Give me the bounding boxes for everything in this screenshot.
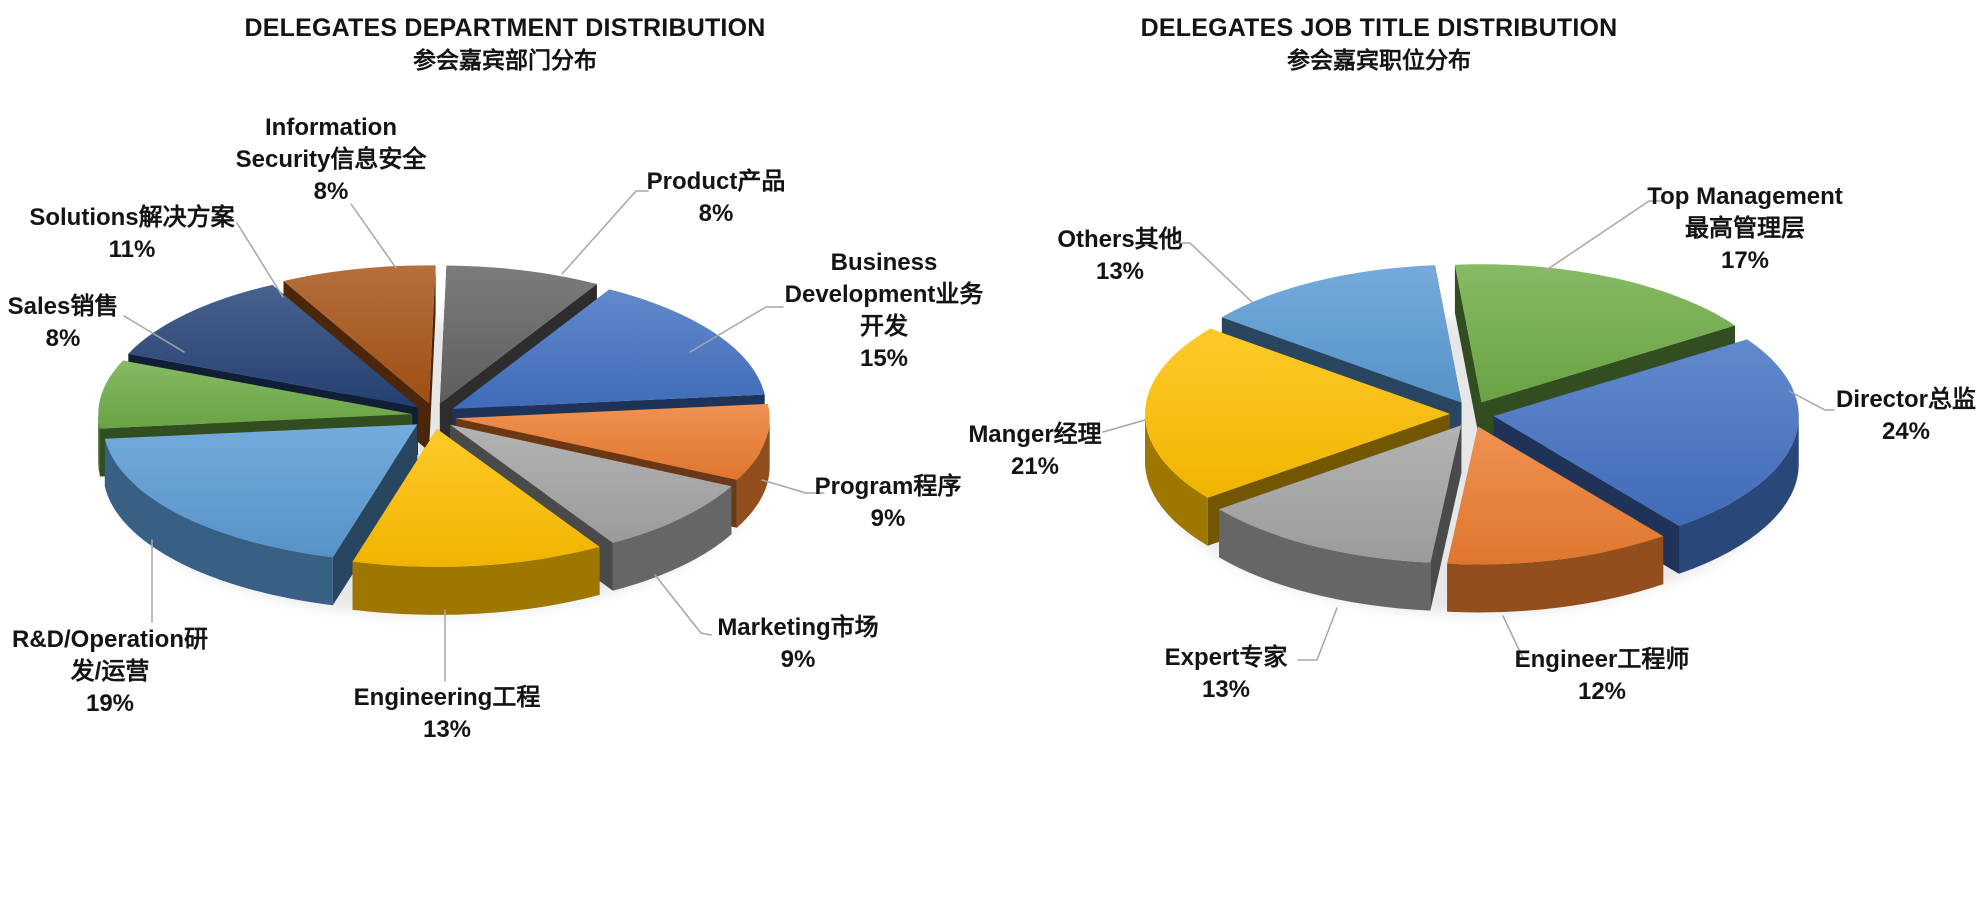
slice-label-r-d-operation: R&D/Operation研 发/运营 19% [0, 624, 290, 720]
slice-label-line: 12% [1577, 678, 1627, 705]
leader-line-information-security [350, 203, 397, 269]
slice-label-director: Director总监 24% [1726, 384, 1988, 448]
slice-label-line: 13% [1095, 258, 1145, 285]
leader-line-solutions [236, 222, 284, 298]
slice-label-line: Marketing市场 [717, 614, 879, 641]
pie-slice-manger [1145, 328, 1450, 498]
left-chart-title-zh: 参会嘉宾部门分布 [413, 47, 597, 73]
pie-slice-expert [1219, 425, 1462, 563]
pie-slice-director [1493, 339, 1799, 526]
leader-line-program [761, 479, 825, 494]
slice-label-line: Sales销售 [7, 293, 119, 320]
slice-label-line: Director总监 [1835, 386, 1977, 413]
pie-slice-r-d-operation [104, 424, 418, 558]
leader-line-sales [123, 315, 185, 353]
right-chart-title: DELEGATES JOB TITLE DISTRIBUTION 参会嘉宾职位分… [979, 12, 1779, 76]
pie-slice-outer-wall [1219, 509, 1431, 611]
leader-line-marketing [654, 574, 712, 636]
right-chart-title-zh: 参会嘉宾职位分布 [1287, 47, 1471, 73]
pie-slice-outer-wall [1679, 416, 1799, 574]
pie-slice-radial-wall [1454, 264, 1482, 451]
slice-label-line: Information [265, 114, 397, 141]
slice-label-information-security: Information Security信息安全 8% [151, 112, 511, 208]
pie-slice-top-management [1454, 264, 1735, 403]
slice-label-line: Engineering工程 [353, 684, 541, 711]
right-chart-title-en: DELEGATES JOB TITLE DISTRIBUTION [1140, 14, 1618, 42]
slice-label-line: Manger经理 [968, 421, 1102, 448]
slice-label-line: 19% [85, 690, 135, 717]
slice-label-line: 11% [108, 236, 156, 263]
slice-label-line: 21% [1010, 453, 1060, 480]
slice-label-line: 9% [780, 646, 816, 673]
leader-line-business-development [689, 306, 784, 353]
slice-label-top-management: Top Management 最高管理层 17% [1565, 181, 1925, 277]
slice-label-line: Development业务 [784, 281, 984, 308]
pie-slice-product [439, 265, 597, 404]
slice-label-line: Security信息安全 [235, 146, 427, 173]
pie-slice-sales [98, 360, 413, 429]
slice-label-line: 8% [698, 200, 734, 227]
slice-label-line: 发/运营 [70, 658, 150, 685]
slice-label-program: Program程序 9% [708, 471, 1068, 535]
pie-slice-information-security [283, 265, 436, 404]
slice-label-line: Top Management [1647, 183, 1843, 210]
leader-line-top-management [1541, 200, 1663, 274]
slice-label-expert: Expert专家 13% [1046, 642, 1406, 706]
slice-label-marketing: Marketing市场 9% [618, 612, 978, 676]
leader-line-others [1175, 242, 1253, 303]
slice-label-product: Product产品 8% [536, 166, 896, 230]
left-chart-title: DELEGATES DEPARTMENT DISTRIBUTION 参会嘉宾部门… [105, 12, 905, 76]
slice-label-line: 13% [1201, 676, 1251, 703]
slice-label-line: Others其他 [1057, 226, 1183, 253]
slice-label-solutions: Solutions解决方案 11% [0, 202, 312, 266]
slice-label-engineering: Engineering工程 13% [267, 682, 627, 746]
slice-label-line: 最高管理层 [1685, 215, 1805, 242]
leader-line-manger [1102, 419, 1146, 433]
pie-slice-engineering [352, 428, 600, 567]
slice-label-line: Expert专家 [1164, 644, 1288, 671]
leader-line-engineer [1502, 615, 1530, 659]
slice-label-line: 8% [313, 178, 349, 205]
pie-slice-program [455, 403, 770, 480]
slice-label-line: Solutions解决方案 [29, 204, 235, 231]
slice-label-line: 13% [422, 716, 472, 743]
slice-label-line: 17% [1720, 247, 1770, 274]
slice-label-business-development: Business Development业务 开发 15% [704, 247, 1064, 375]
slice-label-line: Program程序 [814, 473, 962, 500]
pie-slice-outer-wall [352, 546, 600, 615]
slice-label-line: Engineer工程师 [1514, 646, 1690, 673]
slice-label-manger: Manger经理 21% [855, 419, 1215, 483]
pie-slice-outer-wall [1447, 536, 1664, 613]
slice-label-engineer: Engineer工程师 12% [1422, 644, 1782, 708]
leader-line-product [561, 190, 649, 275]
pie-slice-outer-wall [1145, 413, 1208, 546]
pie-slice-outer-wall [98, 414, 100, 477]
pie-slice-others [1221, 265, 1462, 403]
leader-line-expert [1297, 607, 1338, 661]
slice-label-line: 开发 [860, 313, 908, 340]
slice-label-line: 15% [859, 345, 909, 372]
pie-slice-radial-wall [429, 265, 436, 452]
slice-label-line: 24% [1881, 418, 1931, 445]
slice-label-line: 9% [870, 505, 906, 532]
left-chart-title-en: DELEGATES DEPARTMENT DISTRIBUTION [244, 14, 766, 42]
slice-label-line: 8% [45, 325, 81, 352]
pie-slice-marketing [450, 424, 732, 543]
pie-slice-outer-wall [104, 438, 333, 606]
pie-slice-business-development [452, 289, 765, 409]
pie-slice-outer-wall [612, 486, 732, 591]
slice-label-line: Business [830, 249, 938, 276]
slice-label-sales: Sales销售 8% [0, 291, 243, 355]
slice-label-others: Others其他 13% [940, 224, 1300, 288]
slice-label-line: R&D/Operation研 [11, 626, 208, 653]
pie-slice-outer-wall [736, 418, 770, 528]
slice-label-line: Product产品 [646, 168, 786, 195]
pie-slice-engineer [1447, 426, 1664, 565]
leader-line-director [1788, 390, 1835, 411]
pie-slice-solutions [128, 284, 418, 408]
